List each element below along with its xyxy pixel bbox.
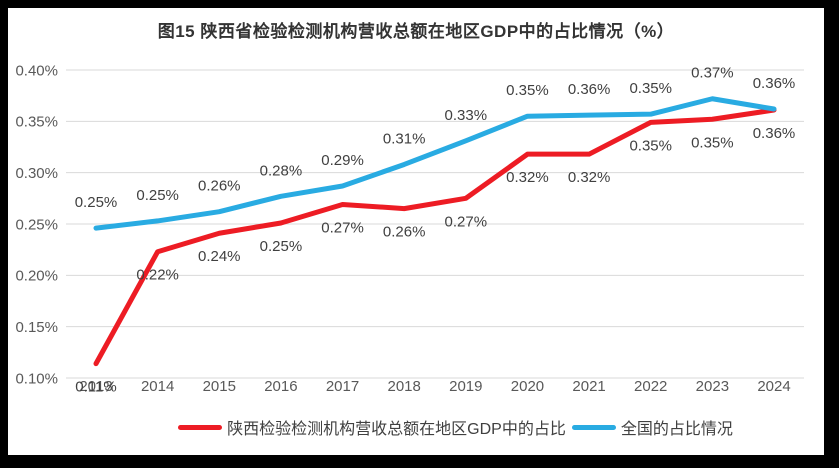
data-label: 0.32% xyxy=(568,169,611,186)
x-axis-tick-label: 2020 xyxy=(511,378,544,395)
chart-legend: 陕西检验检测机构营收总额在地区GDP中的占比 全国的占比情况 xyxy=(36,415,839,439)
y-axis-tick-label: 0.10% xyxy=(15,370,58,387)
chart-canvas xyxy=(8,8,824,455)
data-label: 0.27% xyxy=(445,213,488,230)
data-label: 0.37% xyxy=(691,65,734,82)
data-label: 0.11% xyxy=(75,379,116,396)
legend-label-national: 全国的占比情况 xyxy=(620,421,733,438)
x-axis-tick-label: 2015 xyxy=(203,378,236,395)
series-line-0 xyxy=(93,107,777,367)
x-axis-tick-label: 2022 xyxy=(634,378,667,395)
data-label: 0.25% xyxy=(260,238,303,255)
data-label: 0.35% xyxy=(629,137,672,154)
x-axis-tick-label: 2019 xyxy=(449,378,482,395)
legend-label-shaanxi: 陕西检验检测机构营收总额在地区GDP中的占比 xyxy=(227,421,566,438)
data-label: 0.22% xyxy=(136,267,179,284)
x-axis-tick-label: 2013 xyxy=(79,378,112,395)
data-label: 0.25% xyxy=(136,187,179,204)
data-label: 0.33% xyxy=(445,107,488,124)
y-axis-tick-label: 0.15% xyxy=(15,319,58,336)
data-label: 0.28% xyxy=(260,162,303,179)
data-label: 0.26% xyxy=(198,178,241,195)
data-label: 0.31% xyxy=(383,130,426,147)
chart-title: 图15 陕西省检验检测机构营收总额在地区GDP中的占比情况（%） xyxy=(157,22,675,41)
data-label: 0.36% xyxy=(753,75,796,92)
legend-swatch-blue-line xyxy=(571,424,616,430)
y-axis-tick-label: 0.20% xyxy=(15,268,58,285)
x-axis-tick-label: 2024 xyxy=(757,378,790,395)
x-axis-tick-label: 2017 xyxy=(326,378,359,395)
data-label: 0.27% xyxy=(321,219,364,236)
data-label: 0.26% xyxy=(383,224,426,241)
data-label: 0.36% xyxy=(568,81,611,98)
legend-item-national: 全国的占比情况 xyxy=(571,415,733,439)
x-axis-tick-label: 2021 xyxy=(572,378,605,395)
data-label: 0.32% xyxy=(506,169,549,186)
data-label: 0.29% xyxy=(321,152,364,169)
data-label: 0.35% xyxy=(506,82,549,99)
data-label: 0.35% xyxy=(629,80,672,97)
y-axis-tick-label: 0.30% xyxy=(15,165,58,182)
legend-item-shaanxi: 陕西检验检测机构营收总额在地区GDP中的占比 xyxy=(178,415,566,439)
legend-swatch-red-line xyxy=(178,424,223,430)
y-axis-tick-label: 0.25% xyxy=(15,216,58,233)
y-axis-tick-label: 0.35% xyxy=(15,114,58,131)
data-label: 0.36% xyxy=(753,125,796,142)
data-label: 0.24% xyxy=(198,248,241,265)
x-axis-tick-label: 2014 xyxy=(141,378,174,395)
series-line-1 xyxy=(93,96,777,231)
x-axis-tick-label: 2016 xyxy=(264,378,297,395)
x-axis-tick-label: 2023 xyxy=(696,378,729,395)
data-label: 0.35% xyxy=(691,134,734,151)
data-label: 0.25% xyxy=(75,194,118,211)
x-axis-tick-label: 2018 xyxy=(387,378,420,395)
y-axis-tick-label: 0.40% xyxy=(15,62,58,79)
